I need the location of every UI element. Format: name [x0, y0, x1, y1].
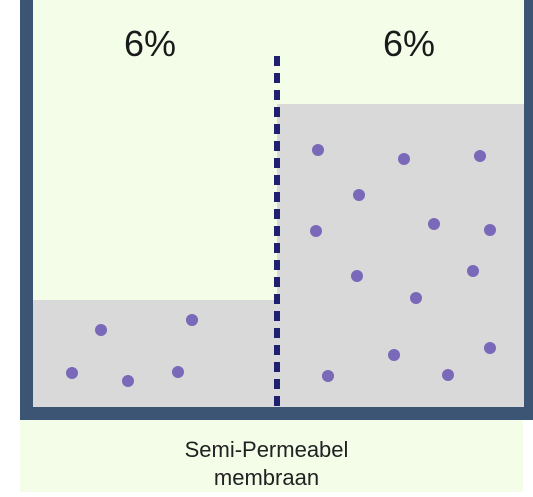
- caption-line-1: Semi-Permeabel: [184, 437, 349, 462]
- particle: [484, 342, 496, 354]
- particle: [310, 225, 322, 237]
- particle: [351, 270, 363, 282]
- particle: [95, 324, 107, 336]
- left-concentration-label: 6%: [123, 23, 177, 64]
- particle: [66, 367, 78, 379]
- particle: [428, 218, 440, 230]
- container-right-wall: [524, 0, 533, 420]
- caption-line-2: membraan: [213, 465, 320, 490]
- particle: [442, 369, 454, 381]
- particle: [122, 375, 134, 387]
- membrane-caption: Semi-Permeabel membraan: [20, 436, 513, 492]
- particle: [172, 366, 184, 378]
- particle: [388, 349, 400, 361]
- particle: [186, 314, 198, 326]
- container-bottom-wall: [20, 407, 533, 420]
- left-solution: [33, 300, 277, 407]
- right-concentration-label: 6%: [382, 23, 436, 64]
- particle: [312, 144, 324, 156]
- particle: [398, 153, 410, 165]
- particle: [353, 189, 365, 201]
- right-particles: [310, 144, 496, 382]
- left-particles: [66, 314, 198, 387]
- particle: [474, 150, 486, 162]
- particle: [467, 265, 479, 277]
- particle: [410, 292, 422, 304]
- particle: [322, 370, 334, 382]
- container-left-wall: [20, 0, 33, 420]
- particle: [484, 224, 496, 236]
